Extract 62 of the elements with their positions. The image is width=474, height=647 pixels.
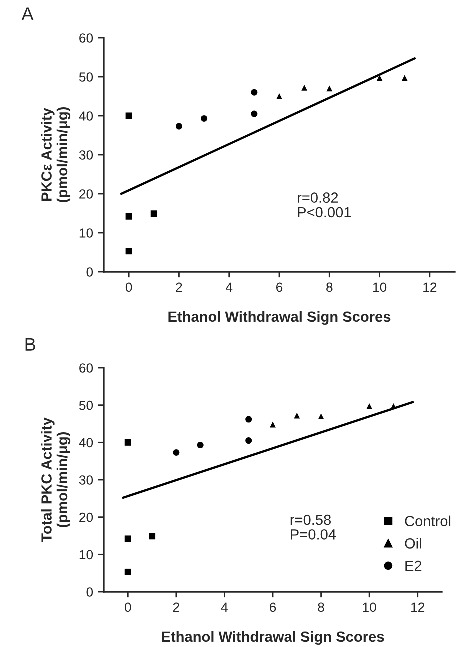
point bbox=[276, 94, 282, 100]
y-tick-label: 50 bbox=[79, 72, 94, 82]
y-axis-title: PKCε Activity (pmol/min/μg) bbox=[41, 108, 71, 202]
point bbox=[294, 412, 300, 419]
point bbox=[124, 536, 132, 542]
y-tick-label: 60 bbox=[80, 364, 94, 373]
x-tick-label: 8 bbox=[318, 602, 324, 612]
text: A bbox=[22, 8, 34, 20]
y-tick-label: 30 bbox=[79, 476, 94, 485]
x-axis-title: Ethanol Withdrawal Sign Scores bbox=[162, 631, 384, 646]
x-tick-label: 2 bbox=[173, 602, 180, 612]
x-tick-label: 8 bbox=[326, 282, 333, 292]
x-tick-label: 4 bbox=[221, 602, 228, 612]
point bbox=[126, 248, 132, 255]
y-tick-label: 30 bbox=[79, 150, 94, 160]
x-tick-label: 12 bbox=[424, 282, 437, 292]
y-tick-label: 20 bbox=[80, 190, 94, 199]
y-axis-title: Total PKC Activity (pmol/min/μg) bbox=[41, 418, 71, 542]
point bbox=[126, 112, 132, 120]
point bbox=[124, 439, 132, 446]
point bbox=[126, 213, 132, 220]
y-tick-label: 20 bbox=[80, 512, 94, 522]
point bbox=[326, 86, 333, 92]
annotation: r=0.82 P<0.001 bbox=[298, 192, 352, 218]
x-tick-label: 6 bbox=[270, 602, 276, 612]
y-tick-label: 0 bbox=[86, 268, 94, 277]
y-tick-label: 50 bbox=[79, 400, 94, 410]
point bbox=[173, 449, 180, 456]
legend-label: E2 bbox=[406, 560, 422, 572]
point bbox=[246, 438, 252, 444]
x-axis-title: Ethanol Withdrawal Sign Scores bbox=[168, 311, 391, 326]
point bbox=[318, 414, 324, 420]
point bbox=[149, 533, 156, 540]
annotation: r=0.58 P=0.04 bbox=[290, 514, 336, 540]
point bbox=[402, 75, 408, 82]
point bbox=[197, 442, 204, 449]
x-tick-label: 0 bbox=[126, 282, 132, 292]
x-tick-label: 4 bbox=[226, 282, 233, 292]
point bbox=[124, 568, 132, 576]
x-tick-label: 10 bbox=[363, 602, 376, 612]
point bbox=[302, 84, 308, 91]
point bbox=[246, 416, 252, 423]
x-tick-label: 0 bbox=[124, 602, 132, 612]
legend-label: Control bbox=[405, 516, 451, 527]
point bbox=[251, 110, 258, 118]
y-tick-label: 60 bbox=[80, 34, 94, 43]
point bbox=[150, 210, 158, 218]
x-tick-label: 2 bbox=[176, 282, 182, 292]
legend-label: Oil bbox=[405, 538, 422, 549]
x-tick-label: 10 bbox=[373, 282, 387, 292]
point bbox=[201, 115, 208, 122]
text: B bbox=[26, 338, 36, 351]
point bbox=[176, 123, 182, 130]
x-tick-label: 6 bbox=[276, 282, 283, 292]
y-tick-label: 40 bbox=[79, 112, 94, 121]
y-tick-label: 10 bbox=[80, 228, 94, 238]
x-tick-label: 12 bbox=[412, 602, 425, 612]
y-tick-label: 40 bbox=[79, 438, 94, 448]
y-tick-label: 10 bbox=[80, 550, 94, 560]
y-tick-label: 0 bbox=[86, 588, 94, 597]
point bbox=[251, 89, 258, 96]
point bbox=[366, 404, 373, 410]
